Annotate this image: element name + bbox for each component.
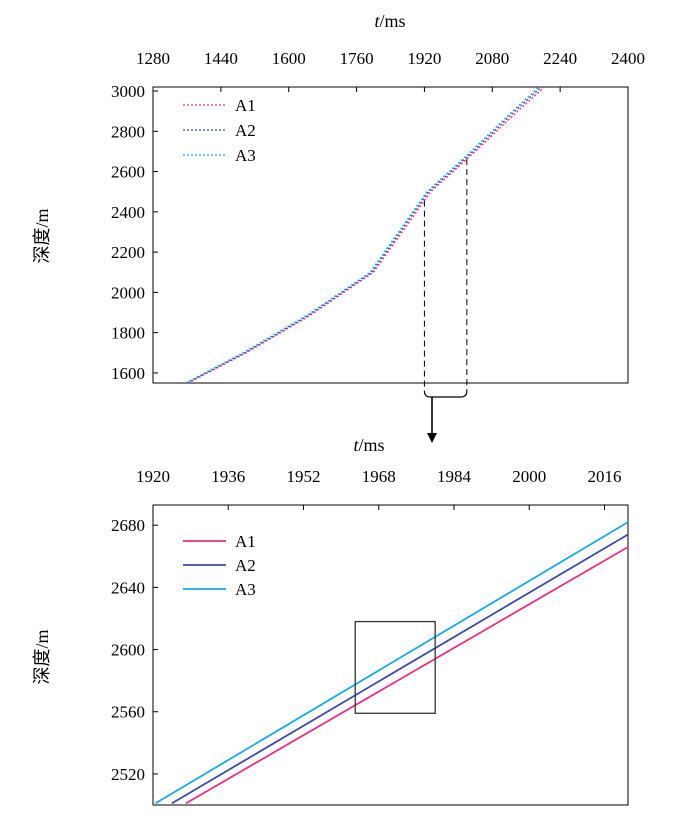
legend-item-a2: A2: [183, 556, 256, 575]
series-line-a1: [187, 87, 545, 383]
y-tick-label: 2520: [111, 765, 145, 784]
series-line-a3: [154, 521, 628, 805]
y-tick-label: 2400: [111, 203, 145, 222]
bottom-chart-x-axis-title: t/ms: [353, 435, 384, 455]
y-tick-label: 2600: [111, 163, 145, 182]
top-chart-frame: [152, 86, 629, 384]
series-line-a2: [186, 87, 542, 383]
bottom-chart-highlight-box: [354, 620, 436, 714]
top-chart-y-ticks: 1600 1800 2000 2200 2400 2600 2800 3000: [111, 82, 158, 383]
x-tick-label: 1968: [362, 467, 396, 486]
legend-label-a2: A2: [235, 121, 256, 140]
x-tick-label: 1920: [407, 49, 441, 68]
x-tick-label: 1952: [286, 467, 320, 486]
top-chart-plot-area: [152, 86, 629, 384]
top-chart-x-axis-title: t/ms: [374, 11, 405, 31]
top-chart-y-axis-title: 深度/m: [32, 208, 52, 263]
y-tick-label: 2560: [111, 703, 145, 722]
x-tick-label: 2400: [611, 49, 645, 68]
x-tick-label: 2016: [587, 467, 621, 486]
bottom-chart-series: [154, 521, 628, 805]
legend-label-a1: A1: [235, 532, 256, 551]
legend-item-a1: A1: [183, 96, 256, 115]
y-tick-label: 2200: [111, 243, 145, 262]
y-tick-label: 3000: [111, 82, 145, 101]
x-tick-label: 2240: [543, 49, 577, 68]
bottom-chart-plot-area: [152, 504, 629, 806]
x-tick-label: 1760: [340, 49, 374, 68]
legend-label-a2: A2: [235, 556, 256, 575]
bottom-chart-x-ticks: 1920 1936 1952 1968 1984 2000 2016: [136, 467, 621, 510]
zoom-bracket: [423, 390, 468, 398]
bottom-chart-y-axis-title: 深度/m: [32, 629, 52, 684]
series-line-a3: [185, 87, 540, 383]
y-tick-label: 1800: [111, 324, 145, 343]
legend-item-a3: A3: [183, 580, 256, 599]
bottom-chart: t/ms 深度/m 1920 1936 1952 1968 1984 2000 2016 2…: [32, 435, 629, 806]
x-tick-label: 1600: [272, 49, 306, 68]
highlight-rectangle: [354, 620, 436, 714]
series-line-a2: [171, 533, 628, 805]
bottom-chart-y-ticks: 2520 2560 2600 2640 2680: [111, 516, 158, 784]
top-chart-legend: A1 A2 A3: [183, 96, 256, 165]
x-tick-label: 1984: [437, 467, 472, 486]
top-chart-zoom-markers: [423, 159, 468, 398]
legend-label-a3: A3: [235, 580, 256, 599]
bottom-chart-legend: A1 A2 A3: [183, 532, 256, 599]
top-chart-series: [185, 87, 545, 383]
x-tick-label: 1920: [136, 467, 170, 486]
y-tick-label: 2640: [111, 578, 145, 597]
x-tick-label: 1440: [204, 49, 238, 68]
bottom-chart-frame: [152, 504, 629, 806]
y-tick-label: 2800: [111, 122, 145, 141]
series-line-a1: [185, 546, 628, 805]
y-tick-label: 2600: [111, 641, 145, 660]
x-tick-label: 2000: [512, 467, 546, 486]
y-tick-label: 1600: [111, 364, 145, 383]
x-tick-label: 2080: [475, 49, 509, 68]
legend-item-a1: A1: [183, 532, 256, 551]
legend-item-a2: A2: [183, 121, 256, 140]
legend-label-a1: A1: [235, 96, 256, 115]
y-tick-label: 2000: [111, 283, 145, 302]
x-tick-label: 1280: [136, 49, 170, 68]
top-chart-x-ticks: 1280 1440 1600 1760 1920 2080 2240 2400: [136, 49, 645, 92]
x-tick-label: 1936: [211, 467, 245, 486]
legend-label-a3: A3: [235, 146, 256, 165]
top-chart: t/ms 深度/m 1280 1440 1600 1760 1920 2080 2240 24…: [32, 11, 645, 398]
legend-item-a3: A3: [183, 146, 256, 165]
y-tick-label: 2680: [111, 516, 145, 535]
